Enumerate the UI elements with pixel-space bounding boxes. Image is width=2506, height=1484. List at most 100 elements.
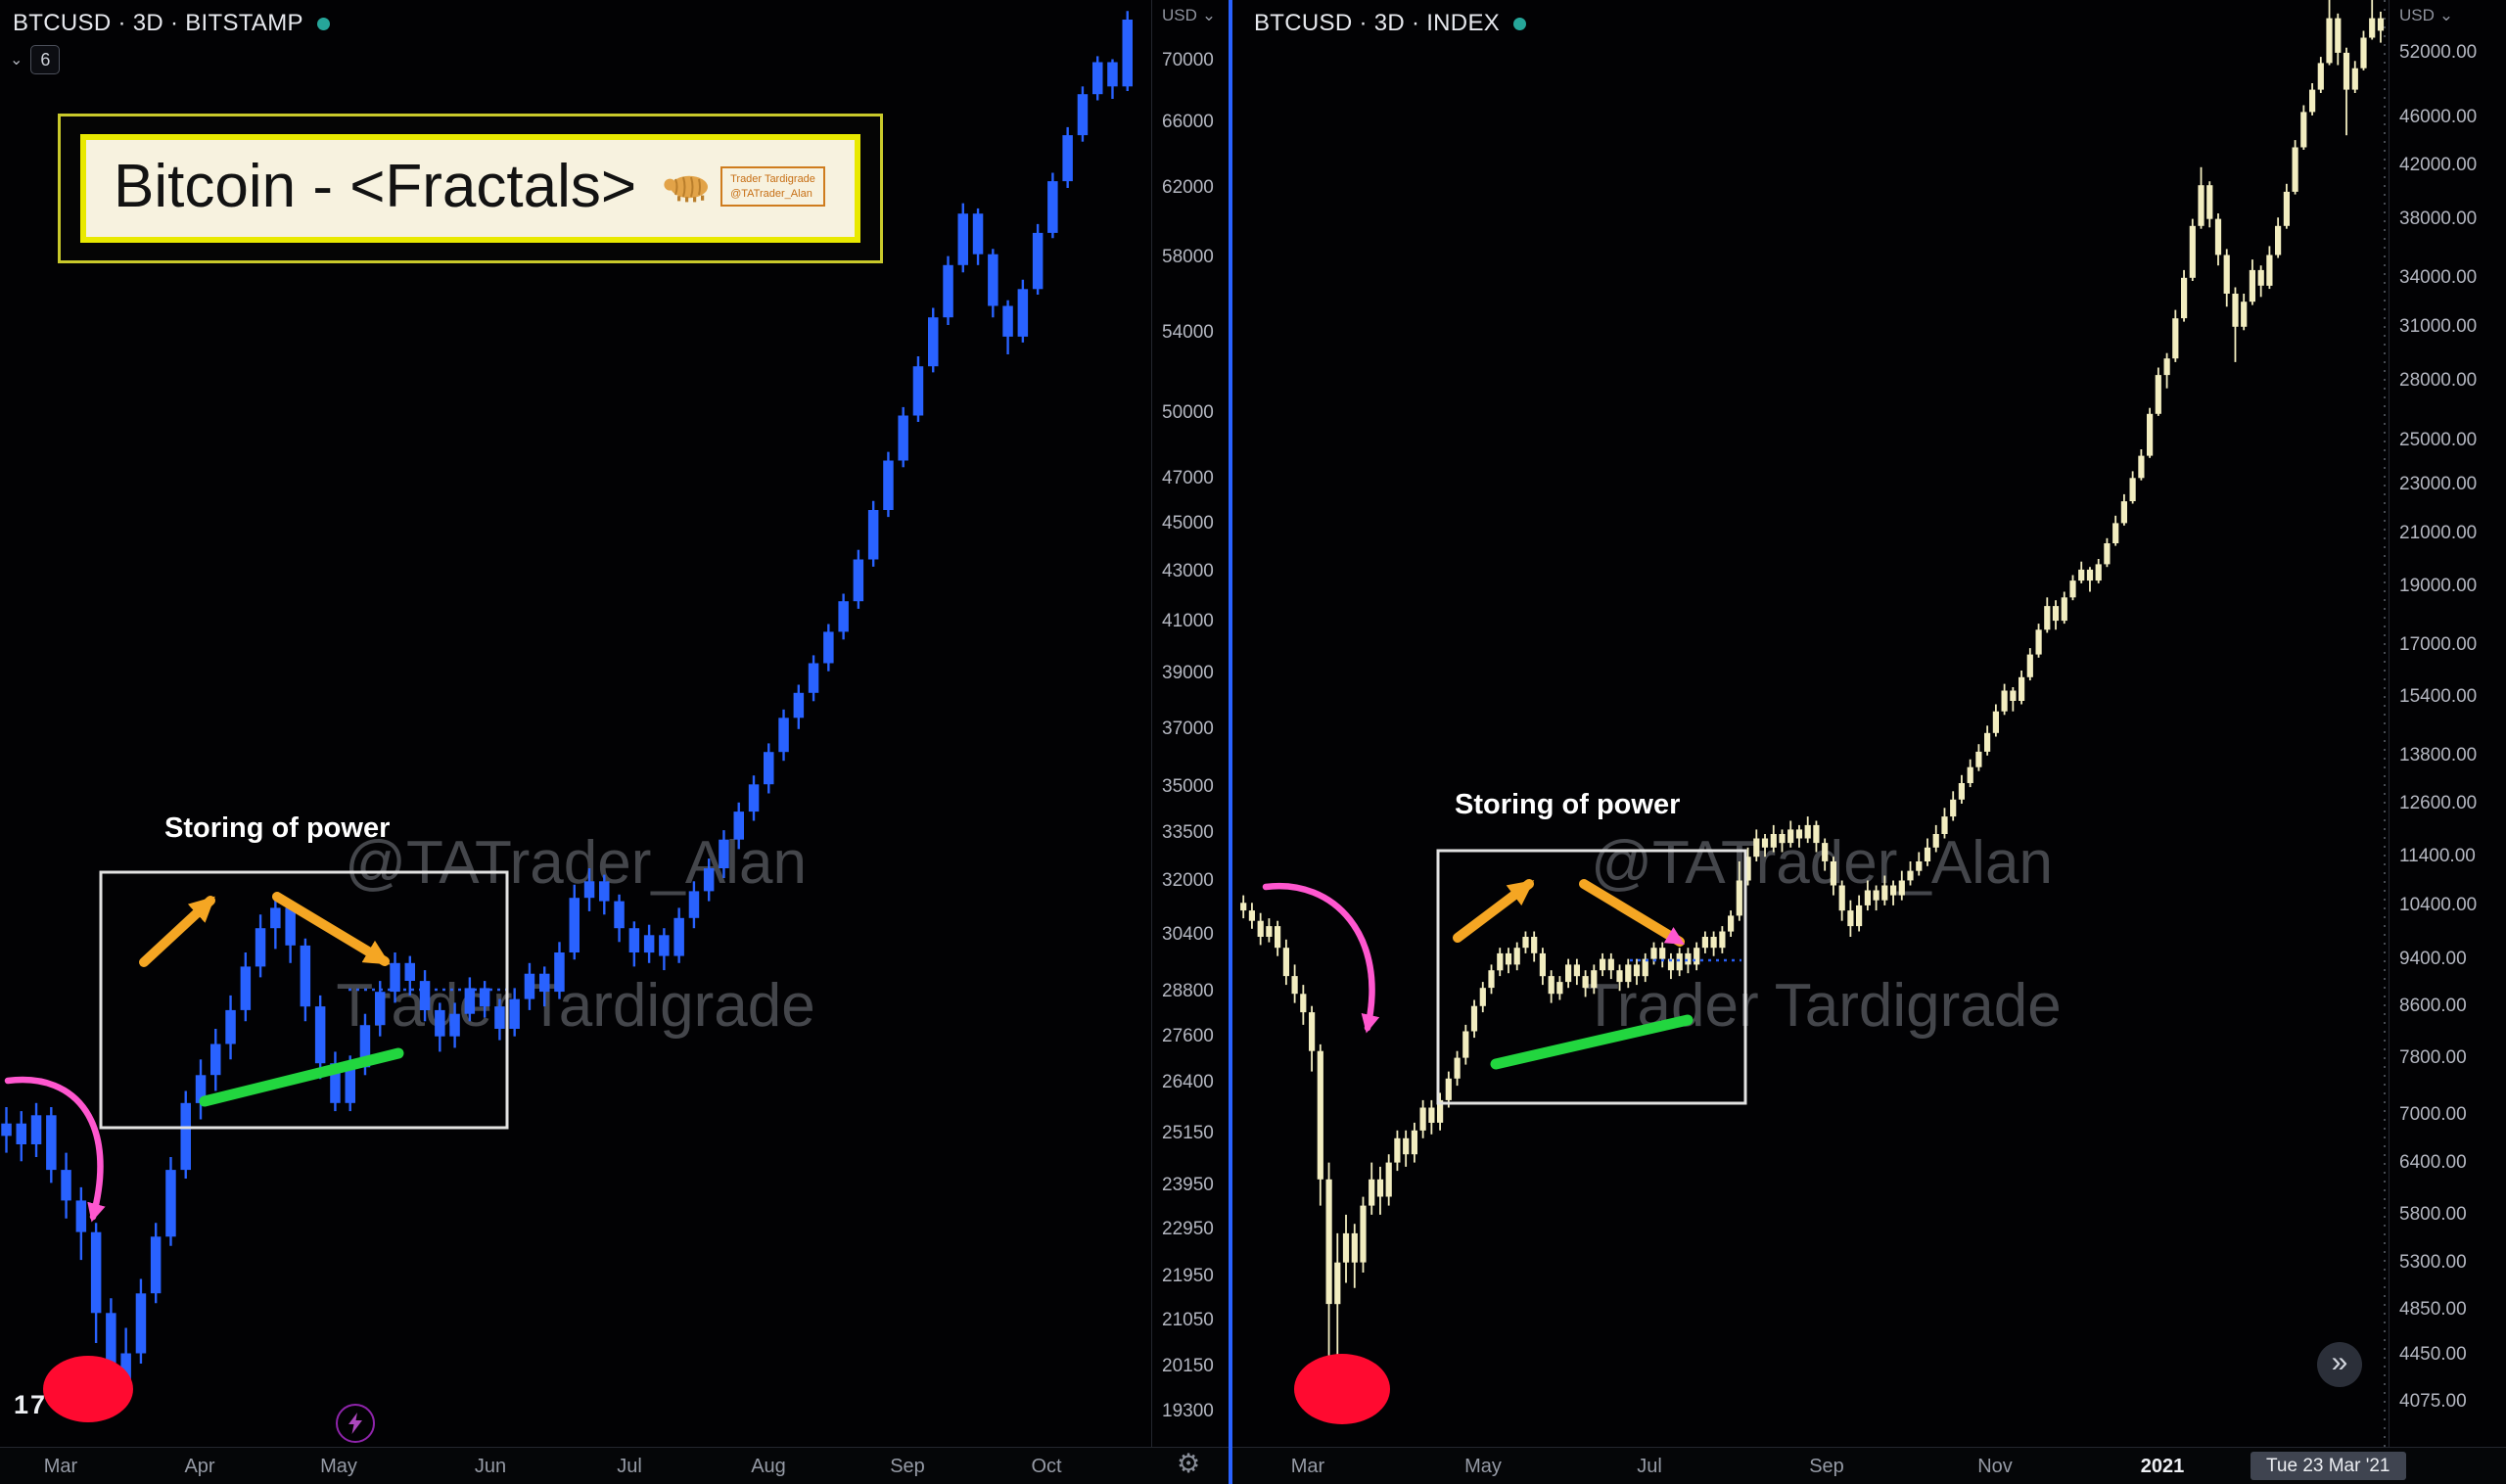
- price-tick-label: 52000.00: [2399, 42, 2478, 63]
- right-storing-of-power-label[interactable]: Storing of power: [1455, 789, 1681, 820]
- time-axis-label: 2021: [2140, 1456, 2185, 1477]
- price-tick-label: 11400.00: [2399, 846, 2476, 866]
- time-axis[interactable]: ⚙ Tue 23 Mar '21 Mar Apr May Jun Jul Aug Sep Oc…: [0, 1447, 2506, 1484]
- left-currency-label[interactable]: USD ⌄: [1162, 6, 1217, 24]
- price-tick-label: 35000: [1162, 776, 1214, 797]
- time-axis-label: Nov: [1977, 1456, 2013, 1477]
- price-tick-label: 25000.00: [2399, 430, 2478, 450]
- right-support-trendline[interactable]: [1490, 1014, 1694, 1070]
- price-tick-label: 19000.00: [2399, 576, 2478, 596]
- price-tick-label: 4450.00: [2399, 1344, 2467, 1365]
- right-price-axis[interactable]: USD ⌄ 52000.00 46000.00 42000.00 38000.00 34…: [2389, 0, 2506, 1447]
- price-tick-label: 32000: [1162, 870, 1214, 891]
- price-tick-label: 41000: [1162, 611, 1214, 631]
- price-tick-label: 28000.00: [2399, 370, 2478, 391]
- time-axis-label: Sep: [890, 1456, 925, 1477]
- time-axis-label: Apr: [184, 1456, 215, 1477]
- logo-line2: @TATrader_Alan: [730, 187, 812, 200]
- left-candlestick-series[interactable]: [1, 11, 1133, 1410]
- price-tick-label: 21050: [1162, 1310, 1214, 1330]
- price-tick-label: 26400: [1162, 1072, 1214, 1092]
- left-symbol-text: BTCUSD · 3D · BITSTAMP: [13, 10, 303, 36]
- price-tick-label: 9400.00: [2399, 949, 2467, 969]
- right-down-arrow[interactable]: [1579, 879, 1685, 947]
- right-symbol-title[interactable]: BTCUSD · 3D · INDEX: [1254, 10, 1527, 37]
- chart-title-box[interactable]: Bitcoin - <Fractals> Trader Tardigrade @…: [58, 114, 883, 263]
- price-tick-label: 4850.00: [2399, 1299, 2467, 1320]
- chart-plot-area[interactable]: [0, 0, 2506, 1447]
- price-tick-label: 30400: [1162, 924, 1214, 945]
- price-tick-label: 38000.00: [2399, 209, 2478, 229]
- price-tick-label: 13800.00: [2399, 745, 2478, 765]
- right-watermark-line1: @TATrader_Alan: [1591, 829, 2053, 897]
- time-axis-label: Jun: [474, 1456, 507, 1477]
- price-tick-label: 62000: [1162, 177, 1214, 198]
- right-currency-label[interactable]: USD ⌄: [2399, 6, 2454, 24]
- pane-separator[interactable]: [1229, 0, 1232, 1484]
- price-tick-label: 23000.00: [2399, 474, 2478, 494]
- price-tick-label: 21950: [1162, 1266, 1214, 1286]
- price-tick-label: 28800: [1162, 981, 1214, 1001]
- price-tick-label: 47000: [1162, 468, 1214, 488]
- market-status-dot: [1513, 17, 1527, 30]
- time-axis-label: Jul: [1637, 1456, 1662, 1477]
- time-axis-label: May: [320, 1456, 357, 1477]
- expand-right-button[interactable]: »: [2317, 1342, 2362, 1387]
- price-tick-label: 10400.00: [2399, 895, 2478, 915]
- price-tick-label: 5300.00: [2399, 1252, 2467, 1273]
- price-tick-label: 17000.00: [2399, 634, 2478, 655]
- price-tick-label: 31000.00: [2399, 316, 2478, 337]
- time-axis-label: Mar: [43, 1456, 78, 1477]
- price-tick-label: 33500: [1162, 822, 1214, 843]
- double-chevron-right-icon: »: [2331, 1346, 2348, 1378]
- left-drop-arrow[interactable]: [4, 1076, 106, 1223]
- bar-count-widget[interactable]: ⌄ 6: [10, 45, 61, 74]
- left-accumulation-box[interactable]: [99, 870, 509, 1130]
- time-axis-label: May: [1464, 1456, 1502, 1477]
- price-tick-label: 21000.00: [2399, 523, 2478, 543]
- left-storing-of-power-label[interactable]: Storing of power: [164, 812, 391, 844]
- left-price-axis[interactable]: USD ⌄ 70000 66000 62000 58000 54000 50000 4700…: [1151, 0, 1230, 1447]
- right-bottom-circle-marker[interactable]: [1294, 1354, 1390, 1424]
- time-axis-label: Aug: [751, 1456, 786, 1477]
- logo-text-box: Trader Tardigrade @TATrader_Alan: [720, 165, 825, 208]
- bar-count-value: 6: [30, 45, 61, 74]
- right-up-arrow[interactable]: [1453, 879, 1535, 943]
- left-symbol-title[interactable]: BTCUSD · 3D · BITSTAMP: [13, 10, 330, 37]
- chart-drawings-layer: [4, 0, 2386, 1447]
- time-axis-label: Mar: [1290, 1456, 1325, 1477]
- right-accumulation-box[interactable]: [1436, 849, 1747, 1105]
- lightning-button[interactable]: [336, 1404, 375, 1443]
- left-bottom-circle-marker[interactable]: [43, 1356, 133, 1422]
- left-up-arrow[interactable]: [139, 896, 215, 967]
- price-tick-label: 25150: [1162, 1123, 1214, 1143]
- price-tick-label: 7800.00: [2399, 1047, 2467, 1068]
- chart-title-box-inner: Bitcoin - <Fractals> Trader Tardigrade @…: [80, 134, 860, 243]
- tradingview-logo[interactable]: 17: [14, 1390, 48, 1419]
- price-tick-label: 20150: [1162, 1356, 1214, 1376]
- collapse-chevron-icon[interactable]: ⌄: [10, 52, 23, 69]
- price-tick-label: 5800.00: [2399, 1204, 2467, 1225]
- price-tick-label: 7000.00: [2399, 1104, 2467, 1125]
- logo-line1: Trader Tardigrade: [730, 172, 815, 185]
- crosshair-date-badge: Tue 23 Mar '21: [2251, 1452, 2406, 1480]
- price-tick-label: 15400.00: [2399, 686, 2478, 707]
- left-down-arrow[interactable]: [272, 892, 391, 966]
- left-support-trendline[interactable]: [199, 1047, 404, 1107]
- price-tick-label: 58000: [1162, 247, 1214, 267]
- trader-tardigrade-logo: Trader Tardigrade @TATrader_Alan: [662, 165, 825, 208]
- price-tick-label: 27600: [1162, 1026, 1214, 1046]
- price-tick-label: 22950: [1162, 1219, 1214, 1239]
- time-axis-label: Jul: [617, 1456, 642, 1477]
- price-tick-label: 42000.00: [2399, 155, 2478, 175]
- price-tick-label: 70000: [1162, 50, 1214, 70]
- left-watermark-line2: Trader Tardigrade: [336, 972, 815, 1040]
- settings-gear-icon[interactable]: ⚙: [1177, 1449, 1201, 1478]
- price-tick-label: 45000: [1162, 513, 1214, 533]
- right-candlestick-series[interactable]: [1240, 0, 2385, 1399]
- right-drop-arrow[interactable]: [1262, 882, 1380, 1034]
- price-tick-label: 50000: [1162, 402, 1214, 423]
- left-watermark-line1: @TATrader_Alan: [345, 829, 807, 897]
- time-axis-label: Sep: [1809, 1456, 1844, 1477]
